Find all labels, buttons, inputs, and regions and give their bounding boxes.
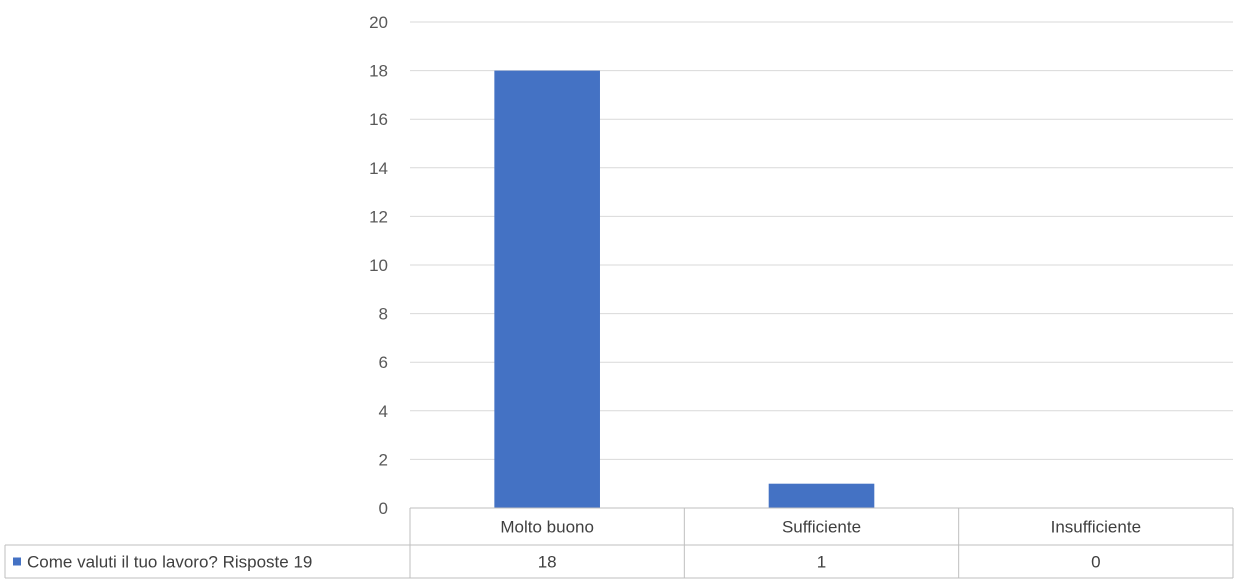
y-tick-label: 14 [369, 159, 388, 178]
y-tick-label: 16 [369, 110, 388, 129]
category-label: Insufficiente [1051, 518, 1141, 537]
y-tick-label: 20 [369, 13, 388, 32]
data-table-cell: 0 [1091, 553, 1100, 572]
y-axis-ticks: 0 2 4 6 8 10 12 14 16 18 20 [369, 13, 388, 518]
category-label: Molto buono [500, 518, 594, 537]
bars [494, 70, 875, 508]
data-table: Molto buono Sufficiente Insufficiente 18 1 0 C… [4, 507, 1234, 579]
y-tick-label: 6 [379, 353, 388, 372]
y-tick-label: 0 [379, 499, 388, 518]
y-tick-label: 18 [369, 62, 388, 81]
data-table-cell: 18 [538, 553, 557, 572]
legend-key-icon [13, 557, 21, 566]
category-label: Sufficiente [782, 518, 861, 537]
y-tick-label: 12 [369, 207, 388, 226]
y-tick-label: 2 [379, 450, 388, 469]
bar [494, 70, 600, 508]
y-tick-label: 4 [379, 402, 388, 421]
y-tick-label: 10 [369, 256, 388, 275]
series-label: Come valuti il tuo lavoro? Risposte 19 [27, 553, 312, 572]
data-table-cell: 1 [817, 553, 826, 572]
y-tick-label: 8 [379, 305, 388, 324]
bar [768, 483, 875, 508]
